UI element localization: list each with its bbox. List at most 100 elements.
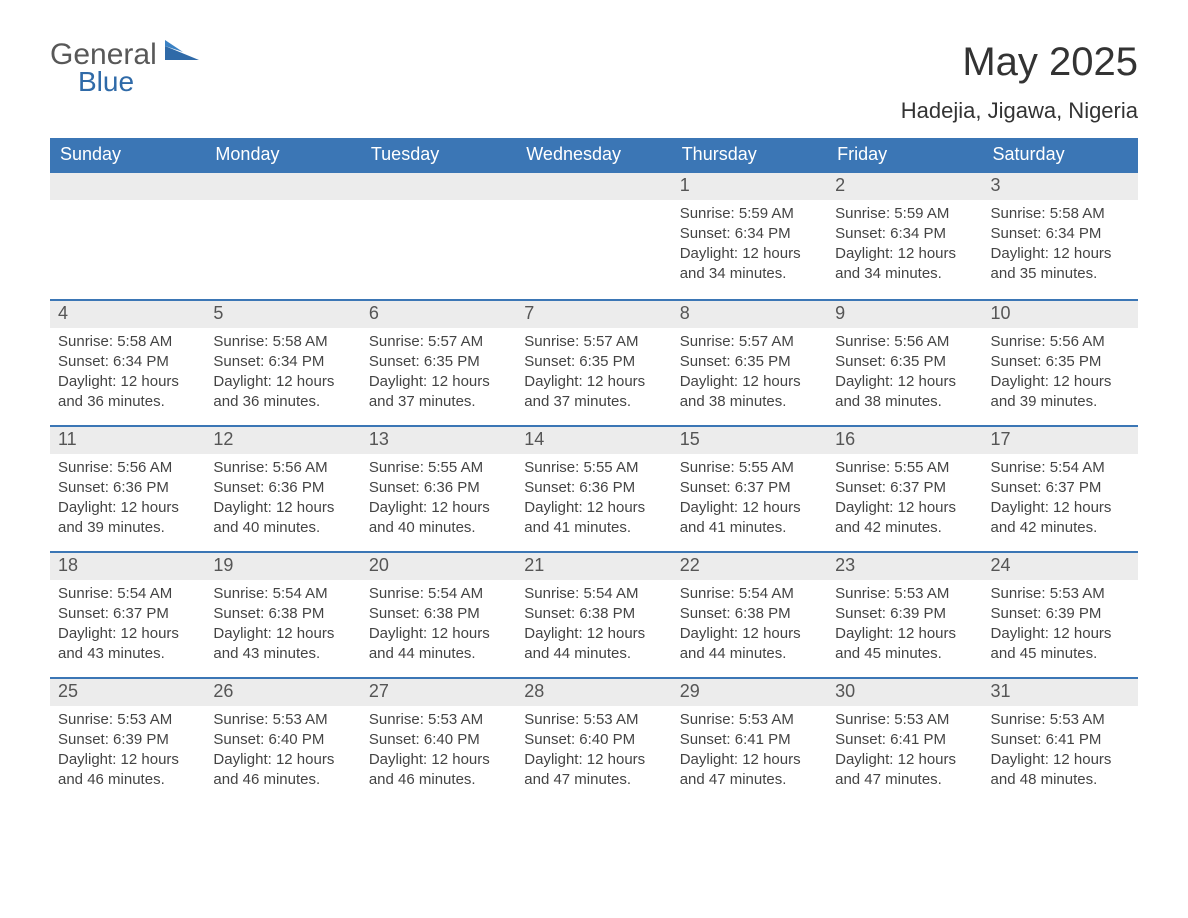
sunrise-line: Sunrise: 5:53 AM [835, 710, 974, 730]
location-label: Hadejia, Jigawa, Nigeria [901, 98, 1138, 124]
day-cell: 9Sunrise: 5:56 AMSunset: 6:35 PMDaylight… [827, 301, 982, 425]
day-number: 9 [827, 301, 982, 328]
sunset-line: Sunset: 6:40 PM [213, 730, 352, 750]
day-cell: 8Sunrise: 5:57 AMSunset: 6:35 PMDaylight… [672, 301, 827, 425]
day-number [361, 173, 516, 200]
sunset-line: Sunset: 6:37 PM [58, 604, 197, 624]
daylight-line: Daylight: 12 hours and 45 minutes. [835, 624, 974, 665]
sunset-line: Sunset: 6:40 PM [524, 730, 663, 750]
sunset-line: Sunset: 6:39 PM [58, 730, 197, 750]
daylight-line: Daylight: 12 hours and 43 minutes. [213, 624, 352, 665]
day-number: 25 [50, 679, 205, 706]
day-number: 10 [983, 301, 1138, 328]
day-details: Sunrise: 5:53 AMSunset: 6:41 PMDaylight:… [672, 706, 827, 791]
dow-friday: Friday [827, 138, 982, 173]
daylight-line: Daylight: 12 hours and 42 minutes. [835, 498, 974, 539]
week-row: 11Sunrise: 5:56 AMSunset: 6:36 PMDayligh… [50, 425, 1138, 551]
sunrise-line: Sunrise: 5:57 AM [369, 332, 508, 352]
day-cell [205, 173, 360, 299]
daylight-line: Daylight: 12 hours and 45 minutes. [991, 624, 1130, 665]
sunrise-line: Sunrise: 5:54 AM [524, 584, 663, 604]
day-cell: 17Sunrise: 5:54 AMSunset: 6:37 PMDayligh… [983, 427, 1138, 551]
daylight-line: Daylight: 12 hours and 47 minutes. [524, 750, 663, 791]
sunset-line: Sunset: 6:34 PM [58, 352, 197, 372]
daylight-line: Daylight: 12 hours and 40 minutes. [213, 498, 352, 539]
sunrise-line: Sunrise: 5:58 AM [58, 332, 197, 352]
day-details: Sunrise: 5:58 AMSunset: 6:34 PMDaylight:… [983, 200, 1138, 285]
day-cell: 2Sunrise: 5:59 AMSunset: 6:34 PMDaylight… [827, 173, 982, 299]
day-details: Sunrise: 5:55 AMSunset: 6:37 PMDaylight:… [672, 454, 827, 539]
sunrise-line: Sunrise: 5:55 AM [680, 458, 819, 478]
day-details: Sunrise: 5:54 AMSunset: 6:37 PMDaylight:… [50, 580, 205, 665]
sunset-line: Sunset: 6:36 PM [58, 478, 197, 498]
day-details: Sunrise: 5:56 AMSunset: 6:36 PMDaylight:… [50, 454, 205, 539]
day-cell [516, 173, 671, 299]
sunrise-line: Sunrise: 5:56 AM [991, 332, 1130, 352]
sunset-line: Sunset: 6:34 PM [680, 224, 819, 244]
day-cell: 23Sunrise: 5:53 AMSunset: 6:39 PMDayligh… [827, 553, 982, 677]
sunset-line: Sunset: 6:35 PM [369, 352, 508, 372]
sunset-line: Sunset: 6:36 PM [524, 478, 663, 498]
sunset-line: Sunset: 6:35 PM [835, 352, 974, 372]
day-cell: 3Sunrise: 5:58 AMSunset: 6:34 PMDaylight… [983, 173, 1138, 299]
day-details: Sunrise: 5:54 AMSunset: 6:38 PMDaylight:… [672, 580, 827, 665]
day-number: 3 [983, 173, 1138, 200]
sunrise-line: Sunrise: 5:54 AM [369, 584, 508, 604]
week-row: 1Sunrise: 5:59 AMSunset: 6:34 PMDaylight… [50, 173, 1138, 299]
sunset-line: Sunset: 6:41 PM [835, 730, 974, 750]
daylight-line: Daylight: 12 hours and 36 minutes. [58, 372, 197, 413]
day-number: 28 [516, 679, 671, 706]
sunrise-line: Sunrise: 5:54 AM [213, 584, 352, 604]
day-number: 30 [827, 679, 982, 706]
day-cell [361, 173, 516, 299]
sunset-line: Sunset: 6:37 PM [835, 478, 974, 498]
day-number: 24 [983, 553, 1138, 580]
calendar-page: General Blue May 2025 Hadejia, Jigawa, N… [0, 0, 1188, 918]
day-number: 19 [205, 553, 360, 580]
daylight-line: Daylight: 12 hours and 48 minutes. [991, 750, 1130, 791]
day-details: Sunrise: 5:55 AMSunset: 6:36 PMDaylight:… [361, 454, 516, 539]
day-details: Sunrise: 5:53 AMSunset: 6:41 PMDaylight:… [827, 706, 982, 791]
day-cell: 18Sunrise: 5:54 AMSunset: 6:37 PMDayligh… [50, 553, 205, 677]
daylight-line: Daylight: 12 hours and 41 minutes. [680, 498, 819, 539]
day-number: 27 [361, 679, 516, 706]
daylight-line: Daylight: 12 hours and 40 minutes. [369, 498, 508, 539]
day-number: 17 [983, 427, 1138, 454]
day-details: Sunrise: 5:53 AMSunset: 6:40 PMDaylight:… [516, 706, 671, 791]
day-number: 4 [50, 301, 205, 328]
day-details: Sunrise: 5:54 AMSunset: 6:38 PMDaylight:… [205, 580, 360, 665]
sunrise-line: Sunrise: 5:58 AM [213, 332, 352, 352]
day-cell: 1Sunrise: 5:59 AMSunset: 6:34 PMDaylight… [672, 173, 827, 299]
day-cell: 19Sunrise: 5:54 AMSunset: 6:38 PMDayligh… [205, 553, 360, 677]
daylight-line: Daylight: 12 hours and 46 minutes. [58, 750, 197, 791]
sunrise-line: Sunrise: 5:55 AM [369, 458, 508, 478]
day-details: Sunrise: 5:57 AMSunset: 6:35 PMDaylight:… [361, 328, 516, 413]
day-number: 26 [205, 679, 360, 706]
day-cell: 30Sunrise: 5:53 AMSunset: 6:41 PMDayligh… [827, 679, 982, 803]
daylight-line: Daylight: 12 hours and 44 minutes. [680, 624, 819, 665]
day-cell: 25Sunrise: 5:53 AMSunset: 6:39 PMDayligh… [50, 679, 205, 803]
dow-thursday: Thursday [672, 138, 827, 173]
sunset-line: Sunset: 6:35 PM [680, 352, 819, 372]
sunrise-line: Sunrise: 5:53 AM [835, 584, 974, 604]
sunrise-line: Sunrise: 5:59 AM [835, 204, 974, 224]
day-number: 15 [672, 427, 827, 454]
day-cell [50, 173, 205, 299]
daylight-line: Daylight: 12 hours and 47 minutes. [835, 750, 974, 791]
day-cell: 12Sunrise: 5:56 AMSunset: 6:36 PMDayligh… [205, 427, 360, 551]
sunset-line: Sunset: 6:37 PM [991, 478, 1130, 498]
sunrise-line: Sunrise: 5:57 AM [524, 332, 663, 352]
daylight-line: Daylight: 12 hours and 47 minutes. [680, 750, 819, 791]
day-details: Sunrise: 5:53 AMSunset: 6:40 PMDaylight:… [205, 706, 360, 791]
sunset-line: Sunset: 6:41 PM [680, 730, 819, 750]
day-details: Sunrise: 5:53 AMSunset: 6:39 PMDaylight:… [827, 580, 982, 665]
day-number: 2 [827, 173, 982, 200]
sunset-line: Sunset: 6:37 PM [680, 478, 819, 498]
day-cell: 31Sunrise: 5:53 AMSunset: 6:41 PMDayligh… [983, 679, 1138, 803]
day-cell: 26Sunrise: 5:53 AMSunset: 6:40 PMDayligh… [205, 679, 360, 803]
sunset-line: Sunset: 6:39 PM [835, 604, 974, 624]
sunset-line: Sunset: 6:34 PM [835, 224, 974, 244]
daylight-line: Daylight: 12 hours and 35 minutes. [991, 244, 1130, 285]
daylight-line: Daylight: 12 hours and 39 minutes. [991, 372, 1130, 413]
day-details: Sunrise: 5:58 AMSunset: 6:34 PMDaylight:… [205, 328, 360, 413]
